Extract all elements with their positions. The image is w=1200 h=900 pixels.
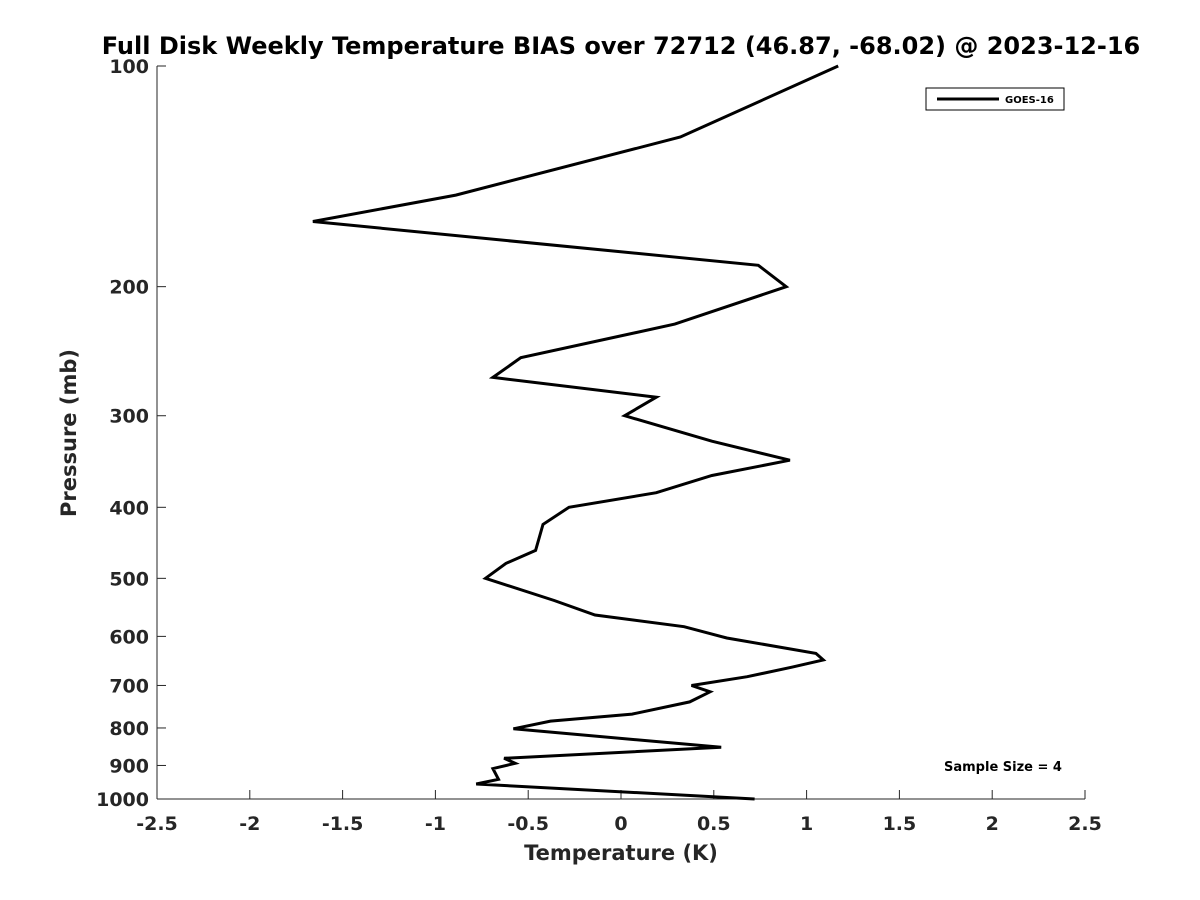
x-tick-label: -0.5 xyxy=(507,813,549,835)
y-tick-label: 900 xyxy=(109,755,149,777)
axes-box xyxy=(156,66,1085,800)
y-tick-label: 200 xyxy=(109,277,149,299)
series-layer xyxy=(312,64,839,801)
x-tick-label: 1.5 xyxy=(883,813,917,835)
y-axis: 100 200 300 400 500 600 700 800 900 1000 xyxy=(96,56,166,811)
x-tick-label: 2 xyxy=(986,813,999,835)
y-tick-label: 700 xyxy=(109,675,149,697)
x-tick-label: 1 xyxy=(800,813,813,835)
x-axis-label: Temperature (K) xyxy=(524,841,718,865)
y-tick-label: 800 xyxy=(109,718,149,740)
x-tick-label: -2 xyxy=(239,813,260,835)
legend: GOES-16 xyxy=(925,87,1065,111)
y-tick-label: 500 xyxy=(109,568,149,590)
y-tick-label: 1000 xyxy=(96,789,149,811)
x-tick-label: -1 xyxy=(425,813,446,835)
chart-title: Full Disk Weekly Temperature BIAS over 7… xyxy=(102,32,1141,60)
x-tick-label: 0.5 xyxy=(697,813,731,835)
sample-size-annotation: Sample Size = 4 xyxy=(944,760,1062,775)
y-tick-label: 600 xyxy=(109,626,149,648)
x-tick-label: 2.5 xyxy=(1068,813,1102,835)
legend-label-goes-16: GOES-16 xyxy=(1005,95,1054,106)
y-axis-label: Pressure (mb) xyxy=(57,349,81,517)
y-tick-label: 300 xyxy=(109,406,149,428)
y-tick-label: 100 xyxy=(109,56,149,78)
x-tick-label: -2.5 xyxy=(136,813,178,835)
series-line-goes-16 xyxy=(312,64,839,801)
y-tick-label: 400 xyxy=(109,497,149,519)
x-tick-label: 0 xyxy=(614,813,627,835)
x-tick-label: -1.5 xyxy=(322,813,364,835)
x-axis: -2.5 -2 -1.5 -1 -0.5 0 0.5 1 1.5 2 2.5 xyxy=(136,790,1102,835)
